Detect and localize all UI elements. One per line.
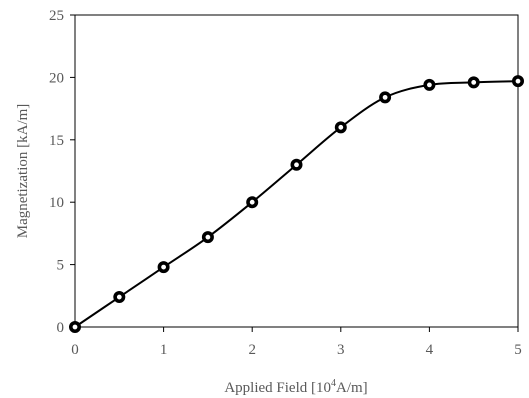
x-axis-label: Applied Field [104A/m] [224, 378, 367, 396]
y-tick-label: 25 [49, 8, 64, 24]
x-tick-label: 1 [160, 342, 168, 358]
series-markers [69, 75, 524, 333]
x-tick-label: 2 [248, 342, 256, 358]
x-axis-ticks: 0 1 2 3 4 5 [71, 327, 522, 358]
x-tick-label: 5 [514, 342, 522, 358]
plot-area-frame [74, 14, 519, 328]
data-point [69, 320, 82, 333]
data-point [157, 261, 170, 274]
y-tick-label: 5 [57, 258, 65, 274]
data-point [423, 78, 436, 91]
y-tick-label: 20 [49, 70, 64, 86]
data-point [201, 231, 214, 244]
y-axis-ticks: 0 5 10 15 20 25 [49, 8, 75, 336]
x-tick-label: 3 [337, 342, 345, 358]
x-axis-label-superscript: 4 [331, 378, 336, 389]
data-point [334, 121, 347, 134]
y-tick-label: 10 [49, 195, 64, 211]
x-tick-label: 0 [71, 342, 79, 358]
data-point [113, 291, 126, 304]
y-tick-label: 15 [49, 133, 64, 149]
series-line [74, 80, 519, 328]
x-tick-label: 4 [426, 342, 434, 358]
data-point [511, 75, 524, 88]
y-axis-label: Magnetization [kA/m] [15, 104, 31, 239]
data-point [467, 76, 480, 89]
data-point [379, 91, 392, 104]
y-tick-label: 0 [57, 320, 65, 336]
data-point [290, 158, 303, 171]
data-point [246, 196, 259, 209]
